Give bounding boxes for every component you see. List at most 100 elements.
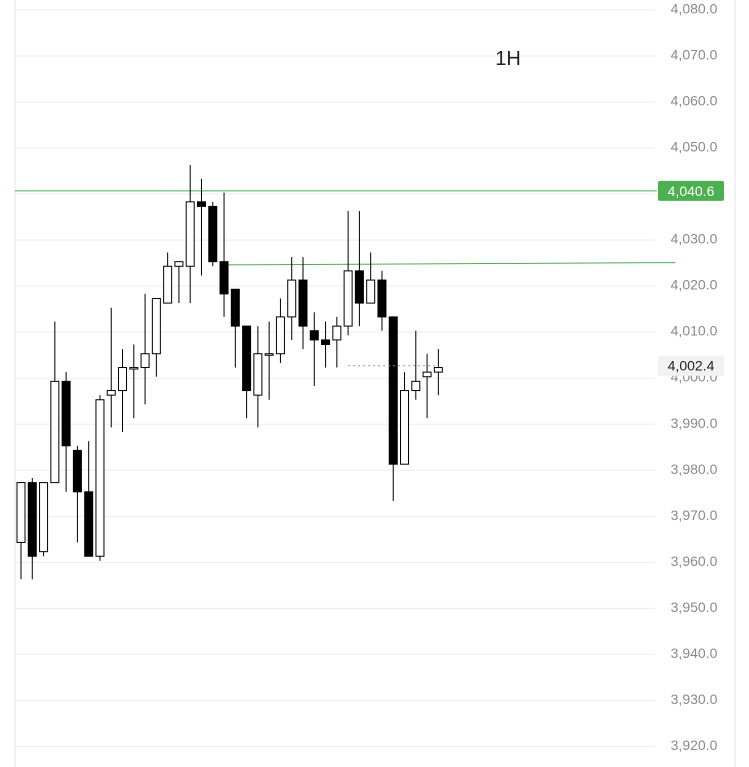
candle — [400, 372, 410, 465]
candle — [275, 298, 285, 363]
candle — [118, 349, 128, 432]
candle — [219, 192, 229, 317]
y-tick-label: 4,080.0 — [671, 1, 718, 17]
y-tick-label: 4,060.0 — [671, 93, 718, 109]
candle-body — [196, 201, 206, 207]
candle-body — [321, 339, 331, 346]
candle-body — [275, 316, 285, 355]
level-price-tag-bg — [658, 180, 724, 201]
candle-body — [298, 279, 308, 327]
y-tick-label: 4,030.0 — [671, 231, 718, 247]
candle — [422, 353, 432, 419]
candle — [264, 321, 274, 400]
candle — [163, 252, 173, 304]
candle — [433, 349, 443, 396]
candle-body — [84, 491, 94, 557]
y-tick-label: 3,970.0 — [671, 507, 718, 523]
candle-body — [332, 325, 342, 341]
candle-body — [230, 288, 240, 327]
candle — [388, 316, 398, 502]
candle-body — [39, 482, 49, 553]
level-price-tag-text: 4,040.6 — [668, 183, 715, 199]
candle — [129, 344, 139, 419]
level-price-tag: 4,040.6 — [658, 180, 724, 201]
candle-body — [253, 353, 263, 396]
candle — [242, 325, 252, 419]
candle — [309, 312, 319, 386]
candle-body — [264, 353, 274, 356]
candle-body — [309, 330, 319, 341]
candle — [230, 288, 240, 368]
candles — [16, 165, 443, 580]
candle-body — [174, 261, 184, 267]
y-tick-label: 3,980.0 — [671, 461, 718, 477]
candle — [287, 257, 297, 340]
candle — [39, 482, 49, 557]
y-tick-label: 3,950.0 — [671, 599, 718, 615]
candle-body — [118, 367, 128, 392]
candle — [208, 201, 218, 267]
candle — [72, 445, 82, 543]
candle-body — [163, 265, 173, 304]
current-price-tag-bg — [658, 355, 724, 376]
trendline — [224, 262, 676, 266]
candle-body — [422, 371, 432, 378]
timeframe-label: 1H — [495, 48, 521, 70]
current-price-tag-text: 4,002.4 — [668, 358, 715, 374]
candle — [253, 326, 263, 428]
price-levels — [15, 190, 676, 266]
candle — [332, 316, 342, 368]
candle-body — [16, 482, 26, 543]
candle-body — [388, 316, 398, 465]
y-tick-label: 3,920.0 — [671, 737, 718, 753]
candle — [354, 211, 364, 327]
y-tick-label: 3,990.0 — [671, 415, 718, 431]
candle — [298, 257, 308, 350]
candle-body — [219, 261, 229, 295]
candle — [343, 211, 353, 336]
candle — [411, 330, 421, 400]
candle-body — [366, 279, 376, 304]
y-tick-label: 4,010.0 — [671, 323, 718, 339]
candle — [185, 165, 195, 304]
candle — [50, 321, 60, 484]
price-tags: 4,040.6 4,002.4 — [348, 180, 724, 376]
y-axis-tick-labels: 4,080.0 4,070.0 4,060.0 4,050.0 4,030.0 4,020… — [671, 1, 718, 753]
candle-body — [27, 482, 37, 557]
y-tick-label: 4,020.0 — [671, 277, 718, 293]
y-tick-label: 4,050.0 — [671, 139, 718, 155]
candle-body — [50, 380, 60, 484]
candle-body — [106, 390, 116, 396]
candle-body — [242, 325, 252, 392]
candle — [27, 478, 37, 580]
y-tick-label: 3,930.0 — [671, 691, 718, 707]
candle — [174, 261, 184, 304]
candle-body — [208, 205, 218, 263]
y-tick-label: 3,940.0 — [671, 645, 718, 661]
candle — [196, 178, 206, 276]
candle-body — [287, 279, 297, 318]
candle — [84, 441, 94, 557]
current-price-tag: 4,002.4 — [348, 355, 724, 376]
candle-body — [140, 353, 150, 369]
candle-body — [377, 279, 387, 318]
candle-body — [151, 297, 161, 355]
candle-body — [433, 367, 443, 373]
candle-body — [354, 270, 364, 304]
candle-body — [185, 201, 195, 267]
candle-body — [72, 449, 82, 493]
y-tick-label: 4,070.0 — [671, 47, 718, 63]
candle — [61, 372, 71, 492]
candle-body — [400, 390, 410, 465]
candle — [106, 307, 116, 428]
candle — [321, 321, 331, 368]
y-tick-label: 3,960.0 — [671, 553, 718, 569]
candle — [140, 293, 150, 405]
candle — [366, 252, 376, 304]
candle — [16, 482, 26, 580]
candle — [151, 297, 161, 377]
candle-body — [129, 367, 139, 370]
candle — [377, 270, 387, 331]
